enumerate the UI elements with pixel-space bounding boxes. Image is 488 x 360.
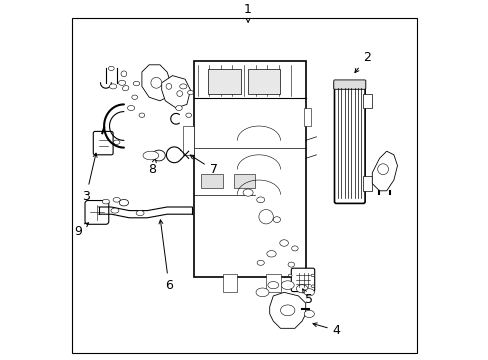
Bar <box>363 176 371 191</box>
Ellipse shape <box>256 288 268 297</box>
Bar <box>223 274 237 292</box>
Text: 4: 4 <box>312 323 340 337</box>
Ellipse shape <box>119 199 128 206</box>
FancyBboxPatch shape <box>85 201 108 224</box>
Bar <box>194 61 305 277</box>
Circle shape <box>121 71 126 77</box>
Text: 1: 1 <box>244 3 251 22</box>
Text: 7: 7 <box>190 155 217 176</box>
Polygon shape <box>371 151 397 191</box>
Ellipse shape <box>281 281 294 289</box>
Bar <box>247 69 280 94</box>
Ellipse shape <box>175 105 182 111</box>
Ellipse shape <box>266 251 276 257</box>
Bar <box>233 174 255 188</box>
Ellipse shape <box>288 285 291 287</box>
Circle shape <box>177 91 182 96</box>
Bar <box>363 94 371 108</box>
Bar <box>183 126 194 155</box>
Ellipse shape <box>287 262 294 267</box>
Ellipse shape <box>136 211 144 216</box>
Text: 6: 6 <box>159 220 172 292</box>
Polygon shape <box>152 150 165 161</box>
Bar <box>208 69 241 94</box>
Circle shape <box>258 210 273 224</box>
Polygon shape <box>142 65 170 101</box>
Ellipse shape <box>109 84 117 89</box>
Text: 5: 5 <box>302 289 313 306</box>
Polygon shape <box>269 292 305 328</box>
Ellipse shape <box>122 86 129 91</box>
Ellipse shape <box>127 105 134 111</box>
Ellipse shape <box>273 217 280 222</box>
Bar <box>303 108 310 126</box>
Ellipse shape <box>310 285 314 287</box>
Text: 8: 8 <box>148 158 156 176</box>
Ellipse shape <box>291 246 298 251</box>
Ellipse shape <box>288 274 291 276</box>
Ellipse shape <box>133 81 140 86</box>
Ellipse shape <box>243 189 253 196</box>
Ellipse shape <box>296 285 307 293</box>
Ellipse shape <box>179 84 186 89</box>
Ellipse shape <box>304 289 314 296</box>
Ellipse shape <box>139 113 144 117</box>
Circle shape <box>151 77 162 88</box>
Ellipse shape <box>113 140 120 144</box>
Ellipse shape <box>257 260 264 265</box>
Ellipse shape <box>279 240 288 246</box>
Ellipse shape <box>185 113 191 117</box>
Polygon shape <box>162 76 190 108</box>
Text: 9: 9 <box>75 223 88 238</box>
FancyBboxPatch shape <box>93 131 113 155</box>
Ellipse shape <box>256 197 264 203</box>
Circle shape <box>166 84 171 89</box>
FancyBboxPatch shape <box>291 268 314 292</box>
Ellipse shape <box>102 199 109 204</box>
Circle shape <box>377 164 387 175</box>
Ellipse shape <box>187 90 193 95</box>
FancyBboxPatch shape <box>333 80 365 89</box>
Polygon shape <box>142 151 159 160</box>
Bar <box>201 174 223 188</box>
Ellipse shape <box>304 310 314 318</box>
Ellipse shape <box>267 282 278 289</box>
Text: 3: 3 <box>82 153 97 203</box>
Ellipse shape <box>132 95 137 99</box>
Ellipse shape <box>280 305 294 316</box>
Ellipse shape <box>108 66 114 71</box>
FancyBboxPatch shape <box>334 81 365 203</box>
Ellipse shape <box>118 80 125 85</box>
Ellipse shape <box>111 208 119 213</box>
Text: 2: 2 <box>354 51 370 73</box>
Bar <box>265 274 280 292</box>
Ellipse shape <box>113 197 120 202</box>
Ellipse shape <box>310 274 314 276</box>
